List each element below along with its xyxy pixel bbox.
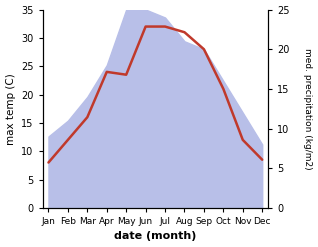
- Y-axis label: max temp (C): max temp (C): [5, 73, 16, 144]
- Y-axis label: med. precipitation (kg/m2): med. precipitation (kg/m2): [303, 48, 313, 169]
- X-axis label: date (month): date (month): [114, 231, 197, 242]
